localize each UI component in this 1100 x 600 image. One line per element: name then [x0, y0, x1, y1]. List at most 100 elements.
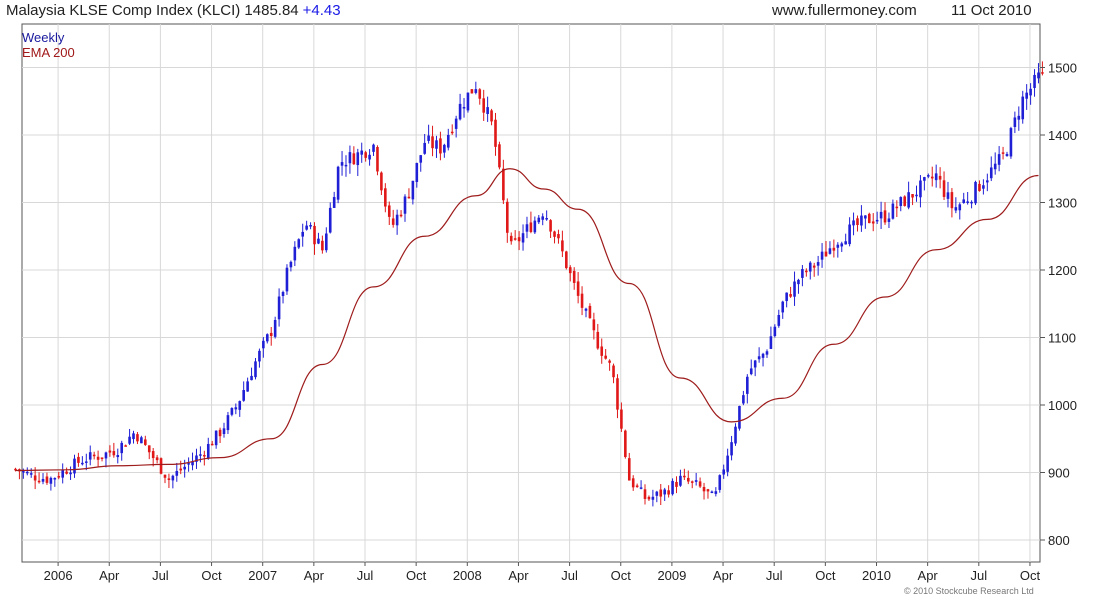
candle-body	[793, 281, 796, 297]
candle-body	[332, 197, 336, 208]
candle-body	[297, 239, 301, 248]
candle-body	[486, 107, 489, 115]
candle-body	[1033, 74, 1036, 88]
candle-body	[395, 214, 399, 226]
candle-body	[840, 243, 844, 247]
candle-body	[757, 356, 761, 360]
candle-body	[832, 247, 836, 251]
plot-frame	[21, 23, 1041, 563]
candle-body	[423, 142, 426, 154]
candle-body	[907, 192, 910, 208]
candle-body	[277, 296, 281, 320]
x-tick-label: 2009	[657, 568, 686, 583]
candle-body	[856, 218, 859, 226]
candle-body	[321, 240, 324, 251]
candle-body	[57, 476, 61, 478]
candle-body	[836, 244, 840, 248]
candle-body	[183, 466, 186, 470]
candle-body	[171, 475, 175, 481]
candle-body	[140, 437, 143, 444]
candle-body	[305, 225, 308, 230]
candle-body	[88, 452, 92, 460]
candle-body	[454, 118, 458, 129]
candle-body	[710, 491, 714, 494]
candle-body	[427, 135, 430, 141]
candle-body	[187, 463, 190, 465]
candle-body	[627, 458, 631, 481]
candle-body	[49, 477, 53, 484]
candle-body	[356, 152, 360, 166]
y-tick-label: 1300	[1048, 196, 1077, 211]
candle-body	[588, 305, 592, 319]
candle-body	[242, 390, 245, 401]
candle-body	[77, 456, 80, 463]
candle-body	[738, 405, 741, 429]
candle-body	[895, 206, 899, 209]
candle-body	[439, 138, 442, 154]
candle-body	[852, 220, 855, 226]
candle-body	[970, 201, 973, 204]
candle-body	[848, 224, 851, 245]
candle-body	[53, 478, 57, 480]
candle-body	[844, 241, 847, 245]
candle-body	[730, 442, 733, 456]
candle-body	[773, 326, 777, 337]
candle-body	[1001, 152, 1005, 154]
candle-body	[132, 433, 135, 440]
candle-body	[986, 180, 989, 183]
x-axis: 2006 Apr Jul Oct 2007 Apr Jul Oct 2008 Apr Jul Oct 2…	[44, 562, 1040, 583]
candle-body	[765, 351, 769, 355]
candle-body	[474, 89, 478, 93]
candle-body	[69, 472, 72, 475]
candle-body	[690, 481, 694, 483]
candle-body	[1009, 128, 1013, 157]
candle-body	[147, 445, 151, 453]
candle-body	[116, 455, 120, 458]
candle-body	[163, 474, 167, 478]
candle-body	[411, 180, 415, 200]
candle-body	[435, 140, 438, 149]
candle-body	[92, 454, 96, 457]
candle-body	[317, 238, 320, 244]
candle-body	[112, 451, 116, 456]
candle-body	[785, 292, 788, 302]
copyright: © 2010 Stockcube Research Ltd	[904, 586, 1034, 596]
y-tick-label: 900	[1048, 466, 1070, 481]
candle-body	[285, 267, 289, 292]
candle-body	[746, 376, 749, 394]
candle-body	[376, 146, 379, 172]
candle-body	[930, 176, 934, 179]
candle-body	[1025, 92, 1028, 99]
candle-body	[234, 407, 238, 410]
candle-body	[250, 375, 253, 381]
candle-body	[958, 204, 962, 211]
y-tick-label: 1000	[1048, 398, 1077, 413]
candle-body	[962, 199, 966, 204]
candle-body	[1021, 96, 1025, 120]
candle-body	[309, 225, 312, 227]
candle-body	[867, 213, 871, 224]
candle-body	[301, 231, 305, 237]
candle-body	[206, 443, 210, 459]
candle-body	[824, 251, 828, 257]
candle-body	[399, 214, 403, 217]
candle-body	[584, 308, 588, 311]
candle-body	[1017, 115, 1021, 120]
x-tick-label: Oct	[406, 568, 427, 583]
candle-body	[911, 194, 914, 198]
site-url[interactable]: www.fullermoney.com	[772, 2, 917, 19]
candle-body	[950, 192, 954, 209]
candle-body	[61, 470, 64, 478]
candle-body	[175, 470, 179, 476]
candle-body	[860, 215, 863, 226]
candle-body	[226, 415, 230, 431]
candle-body	[576, 281, 580, 296]
candle-body	[364, 152, 367, 158]
candle-body	[159, 458, 163, 474]
legend-weekly: Weekly	[22, 30, 65, 45]
candle-body	[997, 154, 1001, 165]
candle-body	[631, 478, 635, 488]
candle-body	[1041, 72, 1044, 74]
y-tick-label: 1200	[1048, 263, 1077, 278]
